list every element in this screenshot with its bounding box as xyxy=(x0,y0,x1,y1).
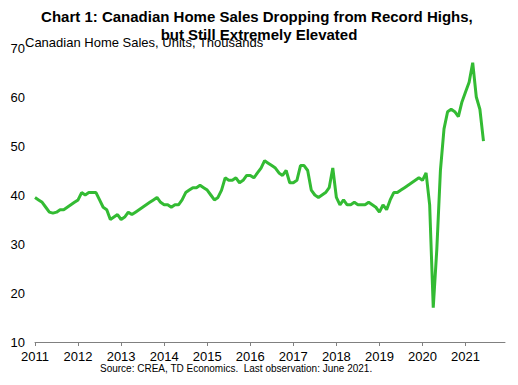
svg-text:Source: CREA, TD Economics. L: Source: CREA, TD Economics. Last observa… xyxy=(100,363,372,374)
svg-text:2015: 2015 xyxy=(193,349,222,364)
svg-text:40: 40 xyxy=(11,188,25,203)
svg-text:Chart 1: Canadian Home Sales D: Chart 1: Canadian Home Sales Dropping fr… xyxy=(41,8,477,25)
svg-text:20: 20 xyxy=(11,286,25,301)
svg-text:2011: 2011 xyxy=(21,349,49,364)
svg-text:but Still Extremely Elevated: but Still Extremely Elevated xyxy=(161,26,358,43)
svg-text:2020: 2020 xyxy=(408,349,437,364)
svg-text:2019: 2019 xyxy=(365,349,394,364)
svg-text:60: 60 xyxy=(11,90,25,105)
svg-text:50: 50 xyxy=(11,139,25,154)
svg-text:Canadian Home Sales, Units, Th: Canadian Home Sales, Units, Thousands xyxy=(25,35,264,50)
svg-text:2021: 2021 xyxy=(451,349,480,364)
svg-text:70: 70 xyxy=(11,41,25,56)
svg-text:2016: 2016 xyxy=(236,349,265,364)
svg-text:2018: 2018 xyxy=(322,349,351,364)
svg-text:2013: 2013 xyxy=(107,349,136,364)
svg-text:2014: 2014 xyxy=(150,349,179,364)
svg-text:10: 10 xyxy=(11,335,25,350)
svg-text:2012: 2012 xyxy=(64,349,93,364)
svg-text:30: 30 xyxy=(11,237,25,252)
svg-text:2017: 2017 xyxy=(279,349,308,364)
